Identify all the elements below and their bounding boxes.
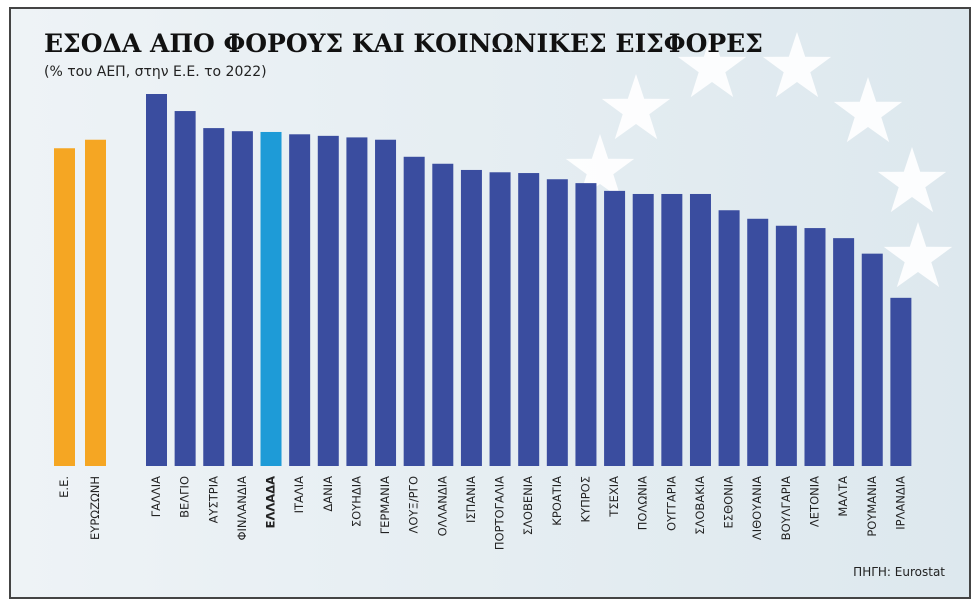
x-tick-label: ΣΟΥΗΔΙΑ bbox=[349, 476, 363, 527]
bar bbox=[85, 139, 106, 466]
chart-subtitle: (% του ΑΕΠ, στην Ε.Ε. το 2022) bbox=[44, 64, 267, 80]
bar bbox=[604, 190, 626, 466]
bar bbox=[575, 183, 597, 466]
bar bbox=[661, 193, 683, 466]
x-tick-label: ΟΥΓΓΑΡΙΑ bbox=[664, 476, 678, 531]
x-tick-label: ΔΑΝΙΑ bbox=[321, 476, 335, 512]
x-tick-label: ΛΕΤΟΝΙΑ bbox=[807, 476, 821, 527]
bar bbox=[689, 193, 711, 466]
star bbox=[565, 134, 635, 200]
bar bbox=[718, 210, 740, 466]
x-tick-label: ΠΟΡΤΟΓΑΛΙΑ bbox=[493, 476, 507, 550]
x-tick-label: ΙΡΛΑΝΔΙΑ bbox=[893, 476, 907, 530]
bar bbox=[174, 111, 196, 467]
x-tick-label: ΜΑΛΤΑ bbox=[836, 476, 850, 517]
source: ΠΗΓΗ: Eurostat bbox=[853, 565, 945, 579]
bar bbox=[346, 137, 368, 466]
x-tick-label: ΡΟΥΜΑΝΙΑ bbox=[865, 476, 879, 537]
bar bbox=[546, 179, 568, 466]
bar bbox=[775, 225, 797, 466]
bar bbox=[289, 134, 311, 467]
bar bbox=[518, 173, 540, 467]
bar bbox=[833, 238, 855, 466]
x-tick-label: ΚΥΠΡΟΣ bbox=[578, 476, 592, 522]
bar bbox=[231, 131, 253, 466]
bar bbox=[54, 148, 75, 466]
bar bbox=[146, 94, 167, 466]
star bbox=[601, 74, 671, 140]
x-tick-label: ΑΥΣΤΡΙΑ bbox=[206, 476, 220, 524]
x-tick-label: ΓΑΛΛΙΑ bbox=[149, 476, 163, 517]
bar bbox=[432, 163, 454, 466]
x-tick-label: ΒΟΥΛΓΑΡΙΑ bbox=[779, 476, 793, 540]
x-tick-label: ΓΕΡΜΑΝΙΑ bbox=[378, 476, 392, 534]
bar bbox=[403, 156, 425, 466]
x-tick-label: ΙΣΠΑΝΙΑ bbox=[464, 476, 478, 523]
x-tick-label: Ε.Ε. bbox=[57, 476, 71, 498]
bar bbox=[861, 253, 883, 466]
x-tick-label: ΒΕΛΓΙΟ bbox=[178, 476, 192, 518]
bar bbox=[375, 139, 397, 466]
x-tick-label: ΛΟΥΞ/ΡΓΟ bbox=[407, 476, 421, 533]
star bbox=[877, 147, 947, 213]
bar bbox=[890, 297, 912, 466]
x-tick-label: ΕΛΛΑΔΑ bbox=[264, 476, 278, 528]
x-tick-label: ΙΤΑΛΙΑ bbox=[292, 476, 306, 514]
x-tick-label: ΛΙΘΟΥΑΝΙΑ bbox=[750, 476, 764, 540]
eu-stars bbox=[565, 32, 953, 288]
x-tick-label: ΕΣΘΟΝΙΑ bbox=[722, 476, 736, 529]
x-tick-label: ΕΥΡΩΖΩΝΗ bbox=[88, 476, 102, 540]
bar bbox=[460, 169, 482, 466]
x-tick-label: ΟΛΛΑΝΔΙΑ bbox=[435, 476, 449, 537]
bar bbox=[203, 128, 225, 466]
bar bbox=[804, 228, 826, 466]
star bbox=[677, 32, 747, 98]
x-tick-label: ΚΡΟΑΤΙΑ bbox=[550, 476, 564, 526]
x-tick-label: ΤΣΕΧΙΑ bbox=[607, 476, 621, 518]
x-tick-label: ΣΛΟΒΑΚΙΑ bbox=[693, 476, 707, 535]
bar bbox=[632, 193, 654, 466]
bar bbox=[489, 172, 511, 466]
star bbox=[833, 77, 903, 143]
x-tick-label: ΣΛΟΒΕΝΙΑ bbox=[521, 476, 535, 535]
bar bbox=[747, 218, 769, 466]
star bbox=[762, 32, 832, 98]
bar bbox=[260, 131, 282, 466]
x-tick-label: ΠΟΛΩΝΙΑ bbox=[636, 476, 650, 530]
star bbox=[883, 222, 953, 288]
chart-title: ΕΣΟΔΑ ΑΠΟ ΦΟΡΟΥΣ ΚΑΙ ΚΟΙΝΩΝΙΚΕΣ ΕΙΣΦΟΡΕΣ bbox=[44, 29, 763, 58]
bar bbox=[317, 135, 339, 466]
x-tick-label: ΦΙΝΛΑΝΔΙΑ bbox=[235, 476, 249, 541]
